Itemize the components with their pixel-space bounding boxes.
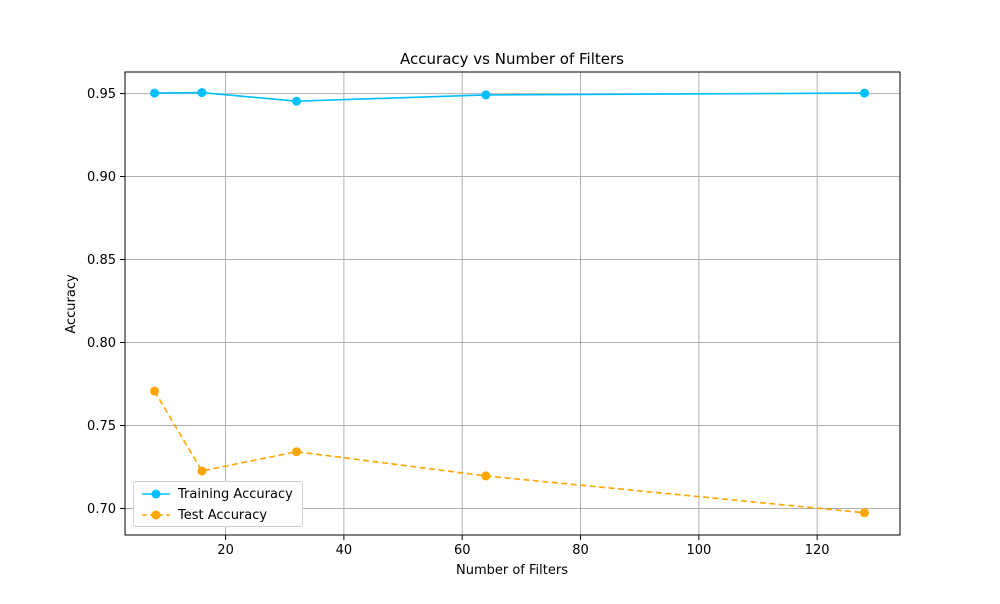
data-point xyxy=(150,88,160,98)
data-point xyxy=(292,96,302,106)
series-training-accuracy xyxy=(150,88,870,106)
grid xyxy=(125,72,900,535)
axes: 20 40 60 80 100 120 0.70 0.75 0.80 0.85 0.90 0.95 xyxy=(87,87,830,558)
chart-title: Accuracy vs Number of Filters xyxy=(400,50,624,68)
x-tick-label: 120 xyxy=(805,543,830,558)
data-point xyxy=(292,447,302,457)
data-point xyxy=(197,88,207,98)
data-point xyxy=(197,466,207,476)
legend-swatch-test xyxy=(142,510,170,520)
data-point xyxy=(860,88,870,98)
y-tick-label: 0.90 xyxy=(87,170,116,185)
legend-swatch-training xyxy=(142,489,170,499)
x-tick-label: 60 xyxy=(454,543,471,558)
x-tick-label: 20 xyxy=(217,543,234,558)
y-tick-label: 0.80 xyxy=(87,336,116,351)
legend: Training Accuracy Test Accuracy xyxy=(133,481,303,527)
y-tick-label: 0.75 xyxy=(87,419,116,434)
data-point xyxy=(481,90,491,100)
y-tick-label: 0.85 xyxy=(87,253,116,268)
series-layer xyxy=(150,88,870,518)
x-tick-label: 40 xyxy=(336,543,353,558)
plot-frame xyxy=(124,71,901,536)
series-line xyxy=(153,390,865,514)
data-point xyxy=(481,471,491,481)
y-axis-label: Accuracy xyxy=(64,274,79,334)
x-axis-label: Number of Filters xyxy=(456,563,568,578)
y-tick-label: 0.70 xyxy=(87,502,116,517)
y-tick-label: 0.95 xyxy=(87,87,116,102)
legend-label-training: Training Accuracy xyxy=(178,486,293,502)
data-point xyxy=(860,508,870,518)
x-tick-label: 100 xyxy=(686,543,711,558)
x-tick-label: 80 xyxy=(572,543,589,558)
legend-item-training: Training Accuracy xyxy=(140,484,293,504)
data-point xyxy=(150,386,160,396)
legend-item-test: Test Accuracy xyxy=(140,505,267,525)
series-test-accuracy xyxy=(150,386,870,518)
legend-label-test: Test Accuracy xyxy=(178,507,268,523)
